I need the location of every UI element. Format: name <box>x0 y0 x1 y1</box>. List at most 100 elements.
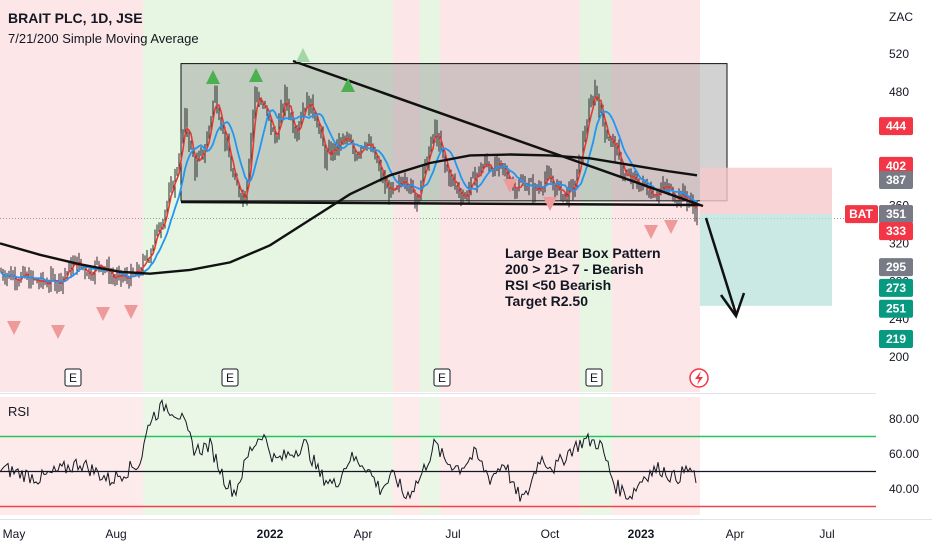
price-tag: 444 <box>879 117 913 136</box>
zone-main-5 <box>580 0 612 392</box>
bull-arrow <box>206 70 220 84</box>
moving-averages <box>0 95 698 286</box>
symbol-tag-bg <box>845 205 878 224</box>
drawn-trendlines <box>180 59 746 319</box>
rsi-tick-label: 40.00 <box>889 482 919 496</box>
sma-7-line <box>0 95 698 286</box>
support-line <box>180 200 701 207</box>
time-tick-label: 2022 <box>257 527 284 541</box>
price-tag-value: 273 <box>886 281 906 295</box>
projection-arrow-shaft <box>704 217 738 315</box>
zone-rsi-1 <box>143 397 393 515</box>
price-tag: 351 <box>879 205 913 224</box>
alert-icon[interactable] <box>689 368 709 388</box>
time-tick-label: Apr <box>726 527 745 541</box>
time-tick-label: 2023 <box>628 527 655 541</box>
bull-arrow <box>341 78 355 92</box>
descending-trendline <box>292 59 704 208</box>
price-tick-label: 480 <box>889 85 909 99</box>
bull-arrow <box>296 48 310 62</box>
bear-arrow <box>7 321 21 335</box>
rsi-axis: 80.00 60.00 40.00 <box>889 412 919 496</box>
target-red-zone <box>700 167 832 215</box>
zone-rsi-3 <box>420 397 440 515</box>
earnings-marker[interactable]: E <box>585 368 603 387</box>
earnings-marker[interactable]: E <box>64 368 82 387</box>
price-tag: 402 <box>879 156 913 175</box>
bear-arrow <box>503 179 517 193</box>
earnings-marker-label: E <box>69 371 77 385</box>
price-tag-bg <box>879 117 913 136</box>
annotation-line-2: 200 > 21> 7 - Bearish <box>505 261 644 277</box>
price-tag-value: 387 <box>886 173 906 187</box>
price-tag: 219 <box>879 330 913 349</box>
earnings-marker[interactable]: E <box>433 368 451 387</box>
pattern-annotation: Large Bear Box Pattern 200 > 21> 7 - Bea… <box>505 245 661 309</box>
price-tick-label: 200 <box>889 350 909 364</box>
zone-main-0 <box>0 0 143 392</box>
sma-200-line <box>0 153 698 275</box>
target-zones <box>700 167 832 306</box>
price-tick-label: 520 <box>889 47 909 61</box>
time-axis[interactable]: May Aug 2022 Apr Jul Oct 2023 Apr Jul <box>0 519 932 542</box>
indicator-title: 7/21/200 Simple Moving Average <box>8 31 199 46</box>
zone-rsi-0 <box>0 397 143 515</box>
zone-main-3 <box>420 0 440 392</box>
zone-rsi-5 <box>580 397 612 515</box>
price-tag: 251 <box>879 299 913 318</box>
time-tick-label: Aug <box>105 527 126 541</box>
grid <box>0 218 876 394</box>
price-tag-value: 444 <box>886 119 906 133</box>
price-tag: 387 <box>879 171 913 190</box>
annotation-line-4: Target R2.50 <box>505 293 588 309</box>
rsi-tick-label: 80.00 <box>889 412 919 426</box>
annotation-line-3: RSI <50 Bearish <box>505 277 611 293</box>
bear-arrow <box>124 305 138 319</box>
earnings-marker-label: E <box>226 371 234 385</box>
earnings-marker[interactable]: E <box>221 368 239 387</box>
signal-arrows <box>7 48 678 339</box>
time-tick-label: Jul <box>819 527 834 541</box>
price-tag-bg <box>879 258 913 277</box>
earnings-marker-label: E <box>590 371 598 385</box>
price-tag-value: 219 <box>886 332 906 346</box>
bull-arrow <box>249 68 263 82</box>
rsi-pane <box>0 399 876 508</box>
price-tags: 444402387BAT351351333295273251219 <box>845 117 913 349</box>
earnings-marker-label: E <box>438 371 446 385</box>
symbol-tag-label: BAT <box>849 207 873 221</box>
price-tag-value: 402 <box>886 159 906 173</box>
rsi-title: RSI <box>8 404 30 419</box>
price-tag: 273 <box>879 278 913 297</box>
bear-arrow <box>543 197 557 211</box>
price-tag-value: 295 <box>886 260 906 274</box>
bear-arrow <box>96 307 110 321</box>
rsi-tick-label: 60.00 <box>889 447 919 461</box>
chart-symbol-title: BRAIT PLC, 1D, JSE <box>8 10 143 26</box>
price-tag: 333 <box>879 222 913 241</box>
price-tag-bg <box>879 171 913 190</box>
rsi-line <box>0 399 697 502</box>
price-tag: 295 <box>879 258 913 277</box>
bear-arrow <box>644 225 658 239</box>
time-tick-label: May <box>3 527 26 541</box>
bear-arrow <box>51 325 65 339</box>
price-tag-bg <box>879 156 913 175</box>
currency-label: ZAC <box>889 10 913 24</box>
price-tag-bg <box>879 330 913 349</box>
projection-arrow-head <box>719 292 746 319</box>
time-tick-label: Oct <box>541 527 560 541</box>
annotation-line-1: Large Bear Box Pattern <box>505 245 661 261</box>
zone-main-1 <box>143 0 393 392</box>
price-tag-bg <box>879 278 913 297</box>
price-tag-bg <box>879 222 913 241</box>
price-tag-bg <box>879 299 913 318</box>
price-tag-value: 251 <box>886 302 906 316</box>
price-tag-bg <box>879 205 913 224</box>
time-tick-label: Jul <box>445 527 460 541</box>
zone-rsi-4 <box>440 397 580 515</box>
price-tag-value: 333 <box>886 224 906 238</box>
target-green-zone <box>700 214 832 306</box>
